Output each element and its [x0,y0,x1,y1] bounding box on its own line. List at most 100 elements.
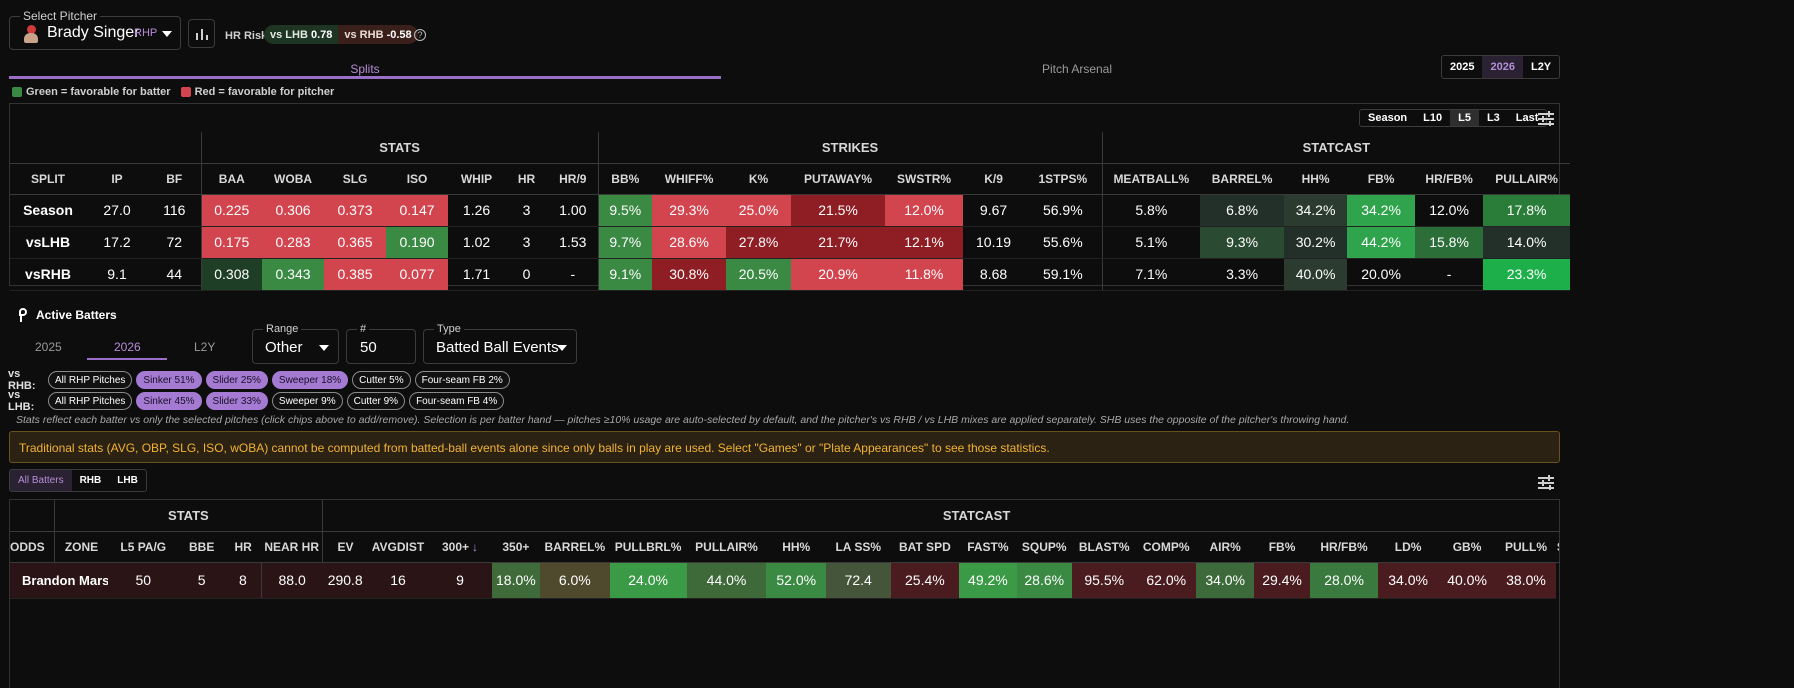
pitch-chip-sinker-51pct[interactable]: Sinker 51% [136,371,202,389]
batters-col-zone[interactable]: ZONE [53,531,109,563]
batters-col-barrelpct[interactable]: BARREL% [539,531,610,563]
batter-cell-near-hr: 8 [225,562,262,599]
warning-banner: Traditional stats (AVG, OBP, SLG, ISO, w… [9,431,1560,463]
batters-col-comppct[interactable]: COMP% [1136,531,1196,563]
period-l5[interactable]: L5 [1450,110,1479,126]
pitcher-select[interactable]: Select Pitcher Brady Singer RHP [9,9,181,50]
splits-col-iso[interactable]: ISO [386,163,449,195]
splits-col-whiffpct[interactable]: WHIFF% [652,163,727,195]
legend: Green = favorable for batter Red = favor… [12,86,334,98]
batters-col-hr[interactable]: HR [225,531,262,563]
settings-sliders-icon[interactable] [1538,111,1554,126]
count-label: # [357,322,370,336]
splits-col-woba[interactable]: WOBA [262,163,325,195]
active-year-2025[interactable]: 2025 [35,340,62,354]
splits-col-whip[interactable]: WHIP [448,163,506,195]
tab-pitch-arsenal-label: Pitch Arsenal [1041,62,1113,76]
settings-sliders-icon[interactable] [1538,475,1554,490]
period-season[interactable]: Season [1368,112,1408,124]
count-input[interactable]: # 50 [346,322,416,364]
splits-col-split[interactable]: SPLIT [10,163,86,195]
pitch-chip-slider-25pct[interactable]: Slider 25% [205,371,268,389]
batters-col-l5-pa-g[interactable]: L5 PA/G [108,531,179,563]
batters-col-near-hr[interactable]: NEAR HR [261,531,323,563]
batters-col-odds[interactable]: ODDS [10,531,55,563]
batters-col-blastpct[interactable]: BLAST% [1071,531,1137,563]
batters-col-fbpct[interactable]: FB% [1254,531,1310,563]
batters-col-avgdist[interactable]: AVGDIST [367,531,429,563]
batters-col-ldpct[interactable]: LD% [1378,531,1438,563]
splits-col-bf[interactable]: BF [148,163,202,195]
splits-col-1stpspct[interactable]: 1STPS% [1024,163,1103,195]
batters-col-pullbrlpct[interactable]: PULLBRL% [609,531,687,563]
active-year-2026[interactable]: 2026 [114,340,141,354]
batters-col-300plus[interactable]: 300+ ↓ [428,531,492,563]
splits-col-ip[interactable]: IP [86,163,148,195]
batters-col-squppct[interactable]: SQUP% [1016,531,1072,563]
splits-col-hr-9[interactable]: HR/9 [548,163,599,195]
period-l3[interactable]: L3 [1486,112,1500,124]
batters-col-airpct[interactable]: AIR% [1195,531,1255,563]
splits-col-swstrpct[interactable]: SWSTR% [885,163,964,195]
pitch-chip-all-rhp-pitches[interactable]: All RHP Pitches [48,392,133,410]
pitch-chip-cutter-9pct[interactable]: Cutter 9% [346,392,406,410]
year-2026[interactable]: 2026 [1482,56,1523,78]
range-select[interactable]: Range Other [252,322,339,364]
pitch-chip-four-seam-fb-4pct[interactable]: Four-seam FB 4% [409,392,505,410]
splits-col-baa[interactable]: BAA [200,163,263,195]
splits-col-hhpct[interactable]: HH% [1284,163,1348,195]
batters-col-fastpct[interactable]: FAST% [959,531,1017,563]
batter-row[interactable]: Brandon MarshLHB505888.0290.816918.0%6.0… [10,562,1559,599]
splits-col-meatballpct[interactable]: MEATBALL% [1101,163,1201,195]
splits-col-barrelpct[interactable]: BARREL% [1200,163,1285,195]
batters-col-bat-spd[interactable]: BAT SPD [890,531,960,563]
pitch-chip-slider-33pct[interactable]: Slider 33% [205,392,268,410]
batter-name[interactable]: Brandon Marsh [22,573,109,588]
filter-lhb[interactable]: LHB [117,475,138,486]
batters-col-label: HR [234,539,252,554]
active-year-l2y[interactable]: L2Y [194,340,216,354]
batters-col-pullpct[interactable]: PULL% [1496,531,1556,563]
period-last[interactable]: Last [1515,112,1539,124]
pitch-chip-sweeper-18pct[interactable]: Sweeper 18% [271,371,349,389]
splits-col-hr[interactable]: HR [505,163,549,195]
splits-col-bbpct[interactable]: BB% [597,163,653,195]
batters-col-hr-fbpct[interactable]: HR/FB% [1309,531,1379,563]
batters-col-la-sspct[interactable]: LA SS% [825,531,891,563]
batters-col-label: ODDS [10,539,45,554]
pitch-chip-cutter-5pct[interactable]: Cutter 5% [352,371,411,389]
split-cell-whip: 1.02 [448,226,506,259]
splits-col-kpct[interactable]: K% [726,163,792,195]
pitch-chip-all-rhp-pitches[interactable]: All RHP Pitches [48,371,133,389]
batters-col-gbpct[interactable]: GB% [1437,531,1497,563]
batters-col-straightpct[interactable]: STRAIGHT% [1555,531,1559,563]
type-select[interactable]: Type Batted Ball Events [423,322,577,364]
period-l10[interactable]: L10 [1423,112,1443,124]
filter-all-batters[interactable]: All Batters [10,470,72,491]
batters-col-ev[interactable]: EV [322,531,368,563]
year-2025[interactable]: 2025 [1450,61,1475,73]
batters-col-pullairpct[interactable]: PULLAIR% [686,531,767,563]
pitch-chip-sweeper-9pct[interactable]: Sweeper 9% [271,392,343,410]
batters-col-bbe[interactable]: BBE [178,531,226,563]
split-cell-barrelpct: 9.3% [1200,226,1285,259]
splits-col-putawaypct[interactable]: PUTAWAY% [791,163,886,195]
splits-col-fbpct[interactable]: FB% [1347,163,1416,195]
pitch-chip-four-seam-fb-2pct[interactable]: Four-seam FB 2% [414,371,510,389]
batters-col-350plus[interactable]: 350+ [491,531,540,563]
tab-splits[interactable]: Splits [9,60,721,82]
splits-col-pullairpct[interactable]: PULLAIR% [1483,163,1571,195]
pitch-chip-sinker-45pct[interactable]: Sinker 45% [136,392,202,410]
year-l2y[interactable]: L2Y [1530,61,1552,73]
splits-col-slg[interactable]: SLG [324,163,387,195]
help-icon[interactable]: ? [414,29,426,41]
splits-col-hr-fbpct[interactable]: HR/FB% [1415,163,1484,195]
tab-pitch-arsenal[interactable]: Pitch Arsenal [721,60,1433,82]
batter-cell-la-sspct: 52.0% [766,562,826,599]
batter-name-cell[interactable]: Brandon MarshLHB [10,562,109,599]
batters-col-hhpct[interactable]: HH% [766,531,826,563]
filter-rhb[interactable]: RHB [79,475,102,486]
split-cell-woba: 0.343 [262,258,325,291]
chart-toggle-button[interactable] [188,19,215,48]
splits-col-k-9[interactable]: K/9 [963,163,1025,195]
